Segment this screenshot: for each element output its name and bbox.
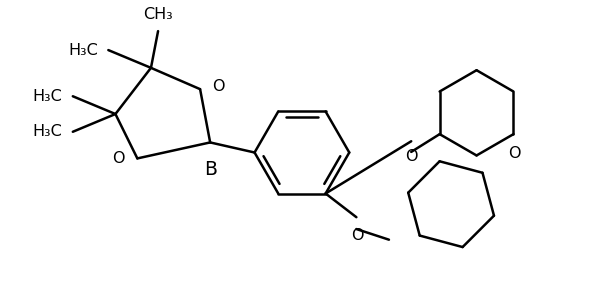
Text: B: B	[204, 160, 217, 179]
Text: O: O	[351, 228, 364, 243]
Text: O: O	[405, 149, 417, 164]
Text: H₃C: H₃C	[33, 89, 62, 104]
Text: H₃C: H₃C	[33, 124, 62, 139]
Text: H₃C: H₃C	[68, 43, 98, 58]
Text: CH₃: CH₃	[143, 7, 173, 22]
Text: O: O	[212, 79, 224, 94]
Text: O: O	[112, 151, 124, 166]
Text: O: O	[509, 146, 521, 161]
